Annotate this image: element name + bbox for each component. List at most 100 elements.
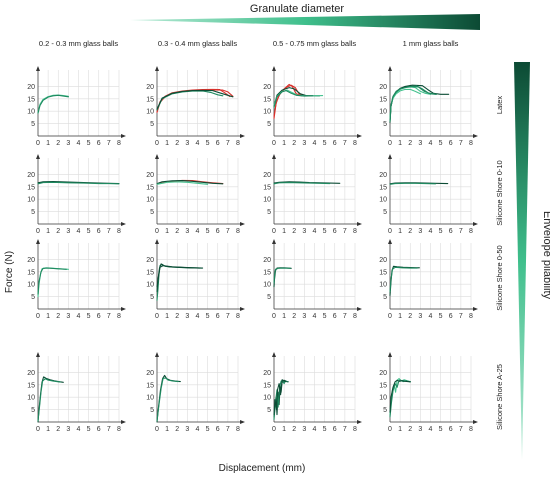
series-line [156,377,179,422]
x-tick-label: 5 [87,313,91,320]
y-tick-label: 15 [379,382,387,389]
x-tick-label: 4 [313,313,317,320]
x-tick-label: 7 [107,140,111,147]
x-tick-label: 8 [117,228,121,235]
x-tick-label: 8 [236,140,240,147]
x-tick-label: 0 [272,426,276,433]
y-tick-label: 10 [263,395,271,402]
x-tick-label: 5 [87,228,91,235]
x-tick-label: 4 [77,426,81,433]
y-tick-label: 15 [379,96,387,103]
x-tick-label: 7 [343,426,347,433]
series-line [37,181,120,185]
x-tick-label: 0 [36,313,40,320]
x-tick-label: 6 [97,140,101,147]
x-tick-label: 7 [226,140,230,147]
y-tick-label: 5 [267,407,271,414]
x-tick-label: 3 [185,228,189,235]
x-tick-label: 7 [226,228,230,235]
x-tick-label: 1 [46,426,50,433]
y-tick-label: 15 [27,382,35,389]
x-tick-label: 2 [175,140,179,147]
y-axis-title: Force (N) [4,251,15,293]
y-tick-label: 15 [27,269,35,276]
x-tick-label: 4 [313,426,317,433]
x-tick-label: 3 [66,313,70,320]
x-tick-label: 7 [107,313,111,320]
x-tick-label: 6 [216,228,220,235]
y-tick-label: 20 [379,172,387,179]
y-axis-arrow [388,66,392,71]
x-tick-label: 2 [56,228,60,235]
y-axis-arrow [272,239,276,244]
series-line [273,379,288,421]
x-tick-label: 4 [429,313,433,320]
y-axis-arrow [272,154,276,159]
x-tick-label: 1 [46,140,50,147]
y-tick-label: 15 [379,184,387,191]
x-tick-label: 1 [398,426,402,433]
x-tick-label: 2 [408,228,412,235]
x-tick-label: 1 [46,313,50,320]
column-titles: 0.2 - 0.3 mm glass balls 0.3 - 0.4 mm gla… [39,39,459,48]
x-tick-label: 4 [429,228,433,235]
series-line [389,265,420,296]
y-tick-label: 20 [263,257,271,264]
y-tick-label: 15 [263,96,271,103]
x-tick-label: 4 [77,313,81,320]
x-tick-label: 3 [66,426,70,433]
x-tick-label: 0 [36,140,40,147]
y-tick-label: 5 [383,121,387,128]
x-axis-arrow [473,307,478,311]
x-tick-label: 0 [272,140,276,147]
y-axis-arrow [388,154,392,159]
x-axis-arrow [357,222,362,226]
y-tick-label: 20 [146,370,154,377]
x-tick-label: 8 [117,140,121,147]
y-tick-label: 5 [267,209,271,216]
y-axis-arrow [155,154,159,159]
y-tick-label: 5 [150,407,154,414]
x-tick-label: 2 [292,313,296,320]
x-tick-label: 8 [353,140,357,147]
x-tick-label: 2 [408,313,412,320]
x-tick-label: 6 [333,140,337,147]
x-tick-label: 0 [388,313,392,320]
x-tick-label: 8 [353,228,357,235]
series-line [389,85,438,122]
x-tick-label: 5 [323,426,327,433]
x-tick-label: 8 [469,426,473,433]
column-title: 0.2 - 0.3 mm glass balls [39,39,118,48]
x-tick-label: 0 [155,140,159,147]
x-tick-label: 2 [408,140,412,147]
x-axis-arrow [240,307,245,311]
y-tick-label: 10 [146,282,154,289]
x-tick-label: 3 [66,140,70,147]
x-tick-label: 3 [185,313,189,320]
x-tick-label: 2 [56,140,60,147]
x-tick-label: 1 [282,426,286,433]
x-tick-label: 1 [398,313,402,320]
series-line [156,180,224,185]
series-line [156,265,201,288]
x-tick-label: 4 [429,426,433,433]
row-title: Silicone Shore A-25 [495,364,504,430]
y-tick-label: 10 [146,395,154,402]
y-tick-label: 10 [146,109,154,116]
series-line [156,374,181,423]
x-tick-label: 1 [282,313,286,320]
x-axis-arrow [357,307,362,311]
y-tick-label: 20 [146,257,154,264]
x-tick-label: 3 [185,140,189,147]
y-axis-arrow [155,352,159,357]
x-tick-label: 5 [439,228,443,235]
x-tick-label: 7 [459,313,463,320]
